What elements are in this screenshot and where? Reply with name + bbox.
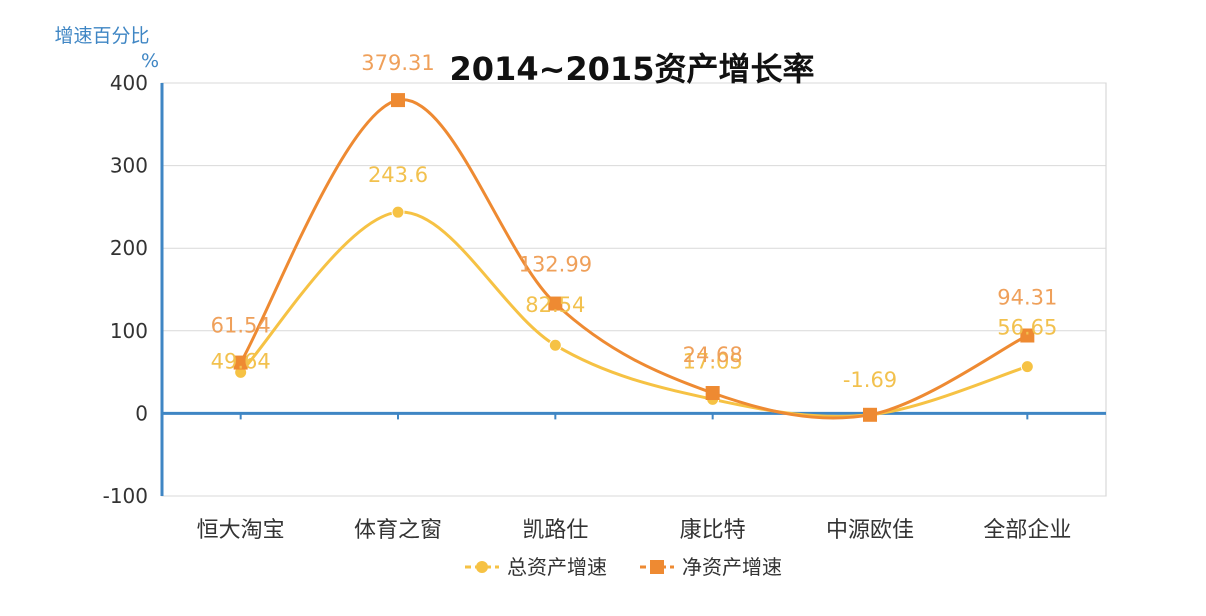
data-point-marker — [548, 296, 563, 311]
y-axis-unit-label: % — [141, 50, 159, 72]
x-tick-label: 中源欧佳 — [826, 518, 914, 543]
data-label: 24.68 — [683, 343, 743, 367]
data-point-marker — [1020, 328, 1035, 343]
legend-label: 总资产增速 — [507, 555, 607, 579]
data-label: 132.99 — [519, 253, 592, 277]
series-line-1 — [239, 210, 1028, 418]
x-tick-label: 体育之窗 — [354, 518, 442, 543]
y-tick-label: -100 — [103, 484, 148, 508]
legend-marker — [650, 560, 664, 574]
grid-layer — [161, 82, 1107, 497]
legend-marker — [476, 561, 488, 573]
chart-title: 2014~2015资产增长率 — [450, 50, 815, 88]
axis-layer: 400 300 200 100 0 -100 恒大淘宝 体育之窗 凯路仕 康比特 中源欧佳 全部企业 — [103, 71, 1106, 543]
data-label: 61.54 — [211, 314, 271, 338]
data-label: -1.69 — [843, 368, 897, 392]
y-tick-label: 300 — [110, 154, 148, 178]
data-label: 94.31 — [997, 285, 1057, 309]
data-label: 82.54 — [525, 293, 585, 317]
y-tick-label: 200 — [110, 236, 148, 260]
data-label: 49.64 — [211, 349, 271, 373]
x-tick-label: 恒大淘宝 — [197, 518, 285, 543]
y-axis-label: 增速百分比 — [54, 25, 149, 47]
data-label: 56.65 — [997, 316, 1057, 340]
data-point-marker — [863, 407, 877, 422]
data-point-marker — [391, 205, 405, 219]
x-tick-label: 凯路仕 — [522, 518, 588, 543]
x-tick-label: 康比特 — [680, 518, 746, 543]
data-point-marker — [233, 355, 248, 370]
legend: 总资产增速 净资产增速 — [465, 555, 782, 579]
data-label: 17.05 — [683, 349, 743, 373]
y-tick-label: 0 — [135, 401, 148, 425]
data-point-marker — [1020, 360, 1034, 374]
y-tick-label: 400 — [110, 71, 148, 95]
data-label: 379.31 — [361, 51, 434, 75]
data-point-marker — [548, 338, 562, 352]
series-layer — [233, 93, 1035, 422]
x-tick-label: 全部企业 — [983, 518, 1071, 543]
y-tick-label: 100 — [110, 319, 148, 343]
series-line-2 — [239, 98, 1029, 420]
data-label: 243.6 — [368, 163, 428, 187]
label-layer: 49.64 243.6 82.54 17.05 -1.69 56.65 61.54 379.3… — [211, 51, 1058, 392]
data-point-marker — [391, 93, 405, 108]
legend-label: 净资产增速 — [682, 555, 782, 579]
data-point-marker — [705, 386, 720, 401]
